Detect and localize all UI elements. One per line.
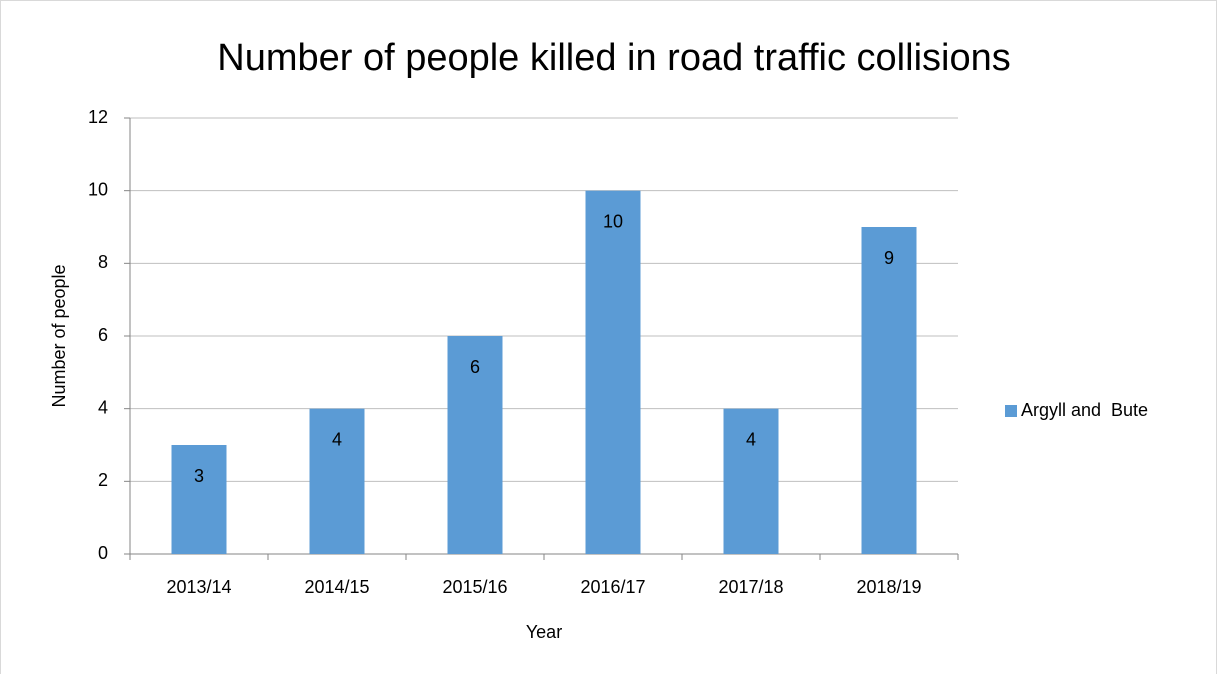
data-label: 3 [194, 466, 204, 486]
x-tick-label: 2017/18 [718, 577, 783, 597]
data-label: 4 [332, 429, 342, 449]
x-tick-label: 2013/14 [166, 577, 231, 597]
y-tick-label: 0 [98, 543, 108, 563]
y-axis-label: Number of people [49, 264, 69, 407]
chart-title: Number of people killed in road traffic … [217, 37, 1010, 79]
y-tick-label: 12 [88, 107, 108, 127]
legend-swatch [1005, 405, 1017, 417]
bar [447, 336, 503, 554]
data-label: 9 [884, 248, 894, 268]
x-tick-label: 2018/19 [856, 577, 921, 597]
bar [171, 445, 227, 554]
data-label: 10 [603, 211, 623, 231]
y-tick-label: 2 [98, 470, 108, 490]
bar [861, 227, 917, 554]
data-label: 6 [470, 357, 480, 377]
x-tick-label: 2016/17 [580, 577, 645, 597]
bar [723, 408, 779, 554]
bar [585, 190, 641, 554]
y-tick-label: 6 [98, 325, 108, 345]
legend-label: Argyll and Bute [1021, 400, 1148, 420]
y-tick-label: 10 [88, 179, 108, 199]
x-tick-label: 2014/15 [304, 577, 369, 597]
y-tick-label: 4 [98, 397, 108, 417]
bar [309, 408, 365, 554]
x-axis-label: Year [526, 622, 562, 642]
x-tick-label: 2015/16 [442, 577, 507, 597]
data-label: 4 [746, 429, 756, 449]
y-tick-label: 8 [98, 252, 108, 272]
